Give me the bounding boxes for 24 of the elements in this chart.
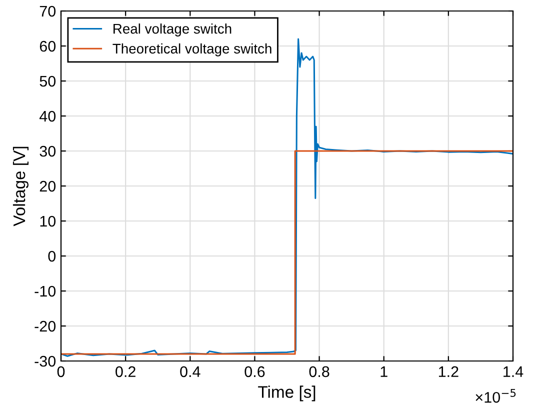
y-tick-label: 50: [40, 76, 56, 87]
legend-label: Real voltage switch: [114, 24, 232, 36]
x-tick-label: 1.2: [438, 366, 458, 377]
y-tick-label: -10: [34, 286, 56, 297]
y-tick-label: 40: [40, 110, 56, 122]
x-tick-label: 1: [380, 366, 388, 377]
x-axis-title: Time [s]: [258, 386, 316, 402]
x-tick-label: 1.4: [504, 366, 524, 377]
y-tick-label: 30: [40, 146, 56, 157]
x-tick-label: 0.6: [244, 366, 265, 378]
text: ×10$^{−5}$: [476, 388, 516, 403]
legend-label: Theoretical voltage switch: [112, 43, 272, 56]
y-tick-label: 60: [40, 40, 56, 52]
x-tick-label: 0: [57, 366, 65, 378]
y-tick-label: -20: [34, 320, 56, 332]
y-tick-label: 70: [40, 6, 56, 17]
y-tick-label: 20: [40, 180, 56, 192]
x-tick-label: 0.8: [309, 366, 330, 378]
y-tick-label: -30: [34, 356, 56, 367]
y-axis-title: Voltage [V]: [12, 146, 29, 226]
x-tick-label: 0.4: [180, 366, 200, 378]
y-tick-label: 10: [40, 216, 56, 227]
y-tick-label: 0: [48, 250, 56, 262]
x-tick-label: 0.2: [116, 366, 136, 378]
